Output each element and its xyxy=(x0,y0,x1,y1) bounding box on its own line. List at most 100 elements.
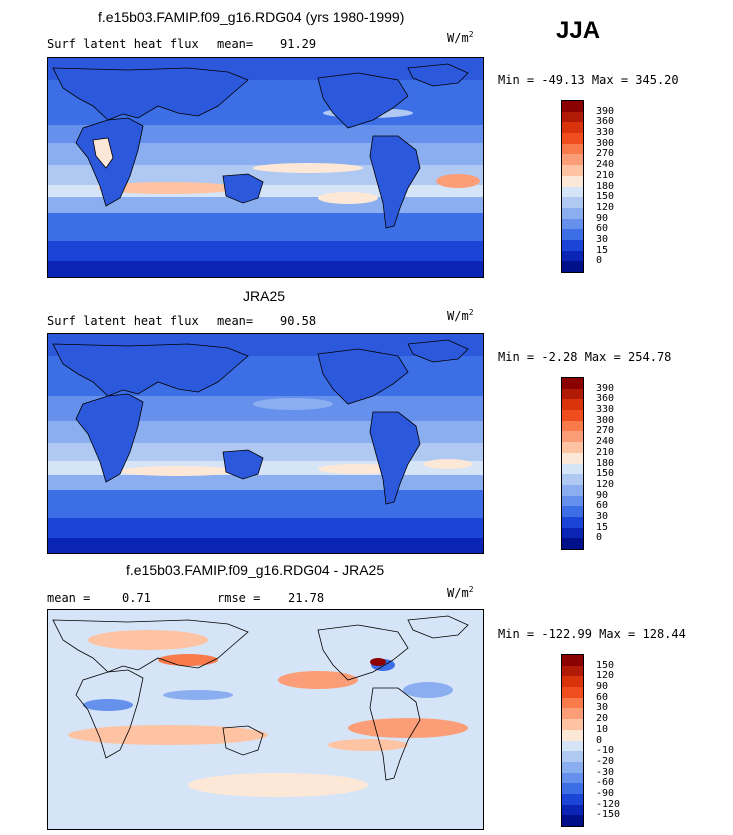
colorbar-tick-label: 300 xyxy=(596,137,615,149)
colorbar-tick-label: 15 xyxy=(596,521,609,533)
colorbar-tick-label: 240 xyxy=(596,159,615,171)
colorbar-swatch xyxy=(562,751,583,762)
colorbar-tick-label: 180 xyxy=(596,180,615,192)
colorbar-swatch xyxy=(562,804,583,816)
colorbar-swatch xyxy=(562,740,583,752)
panel3-mean-label: mean = xyxy=(47,591,91,605)
colorbar-swatch xyxy=(562,186,583,198)
colorbar-swatch xyxy=(562,229,583,240)
colorbar-tick-label: 390 xyxy=(596,382,615,394)
colorbar-tick-label: 0 xyxy=(596,255,603,267)
colorbar-tick-label: 270 xyxy=(596,148,615,160)
colorbar-tick-label: -30 xyxy=(596,766,615,778)
colorbar-tick-label: -60 xyxy=(596,777,615,789)
colorbar-swatch xyxy=(562,250,583,262)
colorbar-tick-label: 330 xyxy=(596,127,615,139)
colorbar-swatch xyxy=(562,378,583,389)
colorbar-tick-label: 360 xyxy=(596,393,615,405)
colorbar-swatch xyxy=(562,527,583,539)
colorbar-swatch xyxy=(562,218,583,230)
colorbar-swatch xyxy=(562,793,583,805)
season-label: JJA xyxy=(556,17,601,44)
colorbar-swatch xyxy=(562,101,583,112)
panel1-minmax: Min = -49.13 Max = 345.20 xyxy=(498,73,679,87)
colorbar-tick-label: 30 xyxy=(596,510,609,522)
colorbar-swatch xyxy=(562,506,583,517)
panel3-colorbar xyxy=(561,654,584,827)
colorbar-tick-label: 180 xyxy=(596,457,615,469)
colorbar-tick-label: 150 xyxy=(596,191,615,203)
colorbar-swatch xyxy=(562,111,583,123)
panel1-variable-label: Surf latent heat flux xyxy=(47,37,199,51)
colorbar-swatch xyxy=(562,719,583,730)
colorbar-tick-label: 120 xyxy=(596,670,615,682)
panel1-mean-value: 91.29 xyxy=(280,37,317,51)
colorbar-tick-label: 120 xyxy=(596,478,615,490)
panel2-variable-label: Surf latent heat flux xyxy=(47,314,199,328)
colorbar-tick-label: 60 xyxy=(596,500,609,512)
colorbar-swatch xyxy=(562,133,583,144)
colorbar-tick-label: 210 xyxy=(596,169,615,181)
colorbar-swatch xyxy=(562,495,583,507)
colorbar-swatch xyxy=(562,708,583,720)
colorbar-swatch xyxy=(562,239,583,251)
colorbar-tick-label: 0 xyxy=(596,734,603,746)
colorbar-swatch xyxy=(562,655,583,666)
colorbar-swatch xyxy=(562,388,583,400)
colorbar-swatch xyxy=(562,761,583,773)
colorbar-swatch xyxy=(562,484,583,496)
panel3-title: f.e15b03.FAMIP.f09_g16.RDG04 - JRA25 xyxy=(126,562,385,578)
colorbar-tick-label: 60 xyxy=(596,223,609,235)
panel2-mean-label: mean= xyxy=(217,314,254,328)
colorbar-tick-label: 120 xyxy=(596,201,615,213)
colorbar-tick-label: -150 xyxy=(596,809,621,821)
colorbar-swatch xyxy=(562,431,583,443)
panel2-map xyxy=(47,333,484,554)
colorbar-swatch xyxy=(562,197,583,208)
colorbar-tick-label: 150 xyxy=(596,468,615,480)
colorbar-tick-label: 10 xyxy=(596,723,609,735)
colorbar-tick-label: 390 xyxy=(596,105,615,117)
colorbar-tick-label: -120 xyxy=(596,798,621,810)
panel1-mean-label: mean= xyxy=(217,37,254,51)
panel3-map xyxy=(47,609,484,830)
colorbar-tick-label: 360 xyxy=(596,116,615,128)
colorbar-tick-label: 60 xyxy=(596,691,609,703)
panel2-colorbar xyxy=(561,377,584,550)
colorbar-swatch xyxy=(562,687,583,698)
colorbar-swatch xyxy=(562,442,583,453)
colorbar-tick-label: 20 xyxy=(596,713,609,725)
colorbar-swatch xyxy=(562,165,583,176)
colorbar-swatch xyxy=(562,538,583,549)
panel3-units: W/m2 xyxy=(447,585,474,600)
colorbar-swatch xyxy=(562,399,583,411)
colorbar-tick-label: 30 xyxy=(596,233,609,245)
colorbar-swatch xyxy=(562,122,583,134)
colorbar-tick-label: 300 xyxy=(596,414,615,426)
colorbar-swatch xyxy=(562,772,583,784)
colorbar-swatch xyxy=(562,474,583,485)
panel3-rmse-value: 21.78 xyxy=(288,591,325,605)
colorbar-swatch xyxy=(562,676,583,688)
colorbar-tick-label: 240 xyxy=(596,436,615,448)
colorbar-tick-label: 270 xyxy=(596,425,615,437)
panel1-units: W/m2 xyxy=(447,30,474,45)
colorbar-tick-label: 150 xyxy=(596,659,615,671)
colorbar-tick-label: -90 xyxy=(596,787,615,799)
colorbar-swatch xyxy=(562,665,583,677)
colorbar-tick-label: 15 xyxy=(596,244,609,256)
colorbar-tick-label: 330 xyxy=(596,404,615,416)
panel2-title: JRA25 xyxy=(243,288,286,304)
colorbar-swatch xyxy=(562,154,583,166)
colorbar-tick-label: 30 xyxy=(596,702,609,714)
colorbar-tick-label: 90 xyxy=(596,681,609,693)
colorbar-tick-label: 90 xyxy=(596,212,609,224)
panel2-mean-value: 90.58 xyxy=(280,314,317,328)
panel1-title: f.e15b03.FAMIP.f09_g16.RDG04 (yrs 1980-1… xyxy=(98,9,405,25)
colorbar-tick-label: -20 xyxy=(596,755,615,767)
panel2-minmax: Min = -2.28 Max = 254.78 xyxy=(498,350,672,364)
colorbar-swatch xyxy=(562,175,583,187)
colorbar-swatch xyxy=(562,452,583,464)
panel2-units: W/m2 xyxy=(447,308,474,323)
panel1-colorbar xyxy=(561,100,584,273)
